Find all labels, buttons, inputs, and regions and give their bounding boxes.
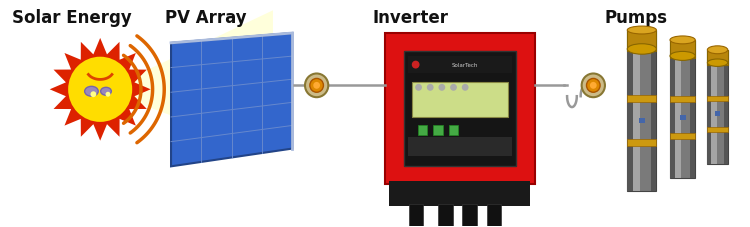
Bar	[715, 112, 721, 117]
Ellipse shape	[100, 88, 111, 96]
Bar	[385, 34, 535, 184]
Text: SolarTech: SolarTech	[452, 63, 478, 68]
Circle shape	[314, 83, 320, 89]
Bar	[670, 134, 695, 140]
Bar	[448, 139, 458, 149]
Bar	[408, 57, 512, 74]
Ellipse shape	[670, 52, 695, 61]
Circle shape	[412, 61, 419, 69]
Bar	[707, 51, 711, 165]
Bar	[418, 139, 428, 149]
Polygon shape	[128, 11, 273, 154]
Bar	[404, 52, 516, 167]
Circle shape	[106, 92, 110, 97]
Bar	[627, 96, 656, 103]
Text: Solar Energy: Solar Energy	[12, 9, 131, 27]
Bar	[408, 137, 512, 157]
Bar	[675, 41, 681, 178]
Bar	[389, 181, 530, 206]
Ellipse shape	[707, 47, 728, 54]
Bar	[487, 204, 501, 227]
Bar	[707, 97, 728, 102]
Text: Pumps: Pumps	[604, 9, 668, 27]
Bar	[707, 51, 728, 65]
Circle shape	[68, 57, 132, 122]
Polygon shape	[171, 34, 292, 167]
Text: Inverter: Inverter	[372, 9, 448, 27]
Circle shape	[416, 84, 422, 91]
Ellipse shape	[627, 27, 656, 35]
Bar	[670, 41, 674, 178]
Ellipse shape	[670, 37, 695, 45]
Bar	[448, 125, 458, 135]
Circle shape	[439, 84, 446, 91]
Circle shape	[590, 83, 597, 89]
Bar	[712, 51, 716, 165]
Bar	[680, 116, 686, 121]
Bar	[438, 204, 452, 227]
Circle shape	[462, 84, 469, 91]
Bar	[433, 139, 442, 149]
Bar	[633, 31, 640, 191]
Bar	[433, 125, 442, 135]
Circle shape	[450, 84, 457, 91]
Bar	[639, 119, 645, 124]
Ellipse shape	[707, 60, 728, 67]
Bar	[670, 96, 695, 103]
Polygon shape	[50, 39, 151, 141]
Bar	[670, 41, 695, 178]
Circle shape	[586, 79, 600, 93]
Circle shape	[310, 79, 323, 93]
Bar	[627, 31, 656, 52]
Bar	[627, 31, 656, 191]
Circle shape	[305, 74, 328, 98]
Bar	[418, 125, 428, 135]
Bar	[690, 41, 695, 178]
Circle shape	[582, 74, 605, 98]
Bar	[724, 51, 728, 165]
Ellipse shape	[85, 87, 98, 97]
Bar	[412, 83, 508, 117]
Bar	[670, 41, 695, 59]
Bar	[409, 204, 424, 227]
Bar	[650, 31, 656, 191]
Ellipse shape	[627, 44, 656, 55]
Bar	[627, 31, 632, 191]
Bar	[627, 139, 656, 146]
Bar	[707, 128, 728, 133]
Text: PV Array: PV Array	[166, 9, 247, 27]
Bar	[707, 51, 728, 165]
Circle shape	[91, 92, 96, 98]
Circle shape	[427, 84, 433, 91]
Bar	[462, 204, 477, 227]
